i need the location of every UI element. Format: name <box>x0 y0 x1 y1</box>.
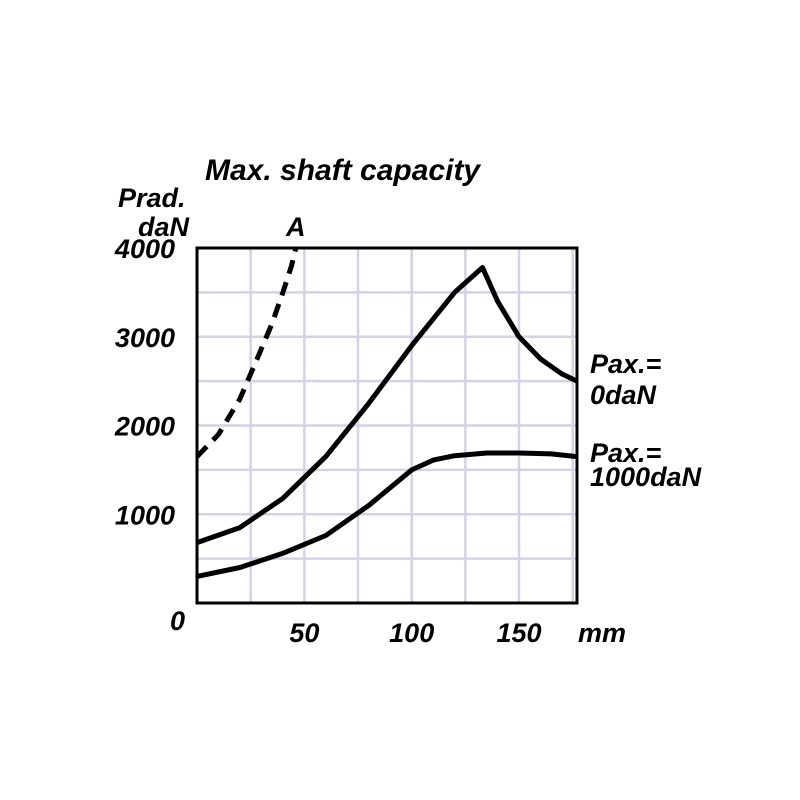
y-axis-label-line2: daN <box>138 212 190 242</box>
series-label-a: A <box>285 212 306 242</box>
series-label-line2: 1000daN <box>590 462 702 492</box>
chart-title: Max. shaft capacity <box>205 154 481 187</box>
x-tick-label: 150 <box>497 618 542 648</box>
series-label-line1: Pax.= <box>590 349 662 379</box>
y-tick-label: 3000 <box>115 323 175 353</box>
origin-label: 0 <box>170 606 185 636</box>
tick-labels: 50 100 150 1000 2000 3000 4000 <box>114 234 542 648</box>
y-tick-label: 4000 <box>114 234 175 264</box>
series-lines <box>195 247 579 579</box>
series-line-1 <box>196 265 579 545</box>
series-line-0 <box>195 247 299 459</box>
series-label-line2: 0daN <box>590 380 657 410</box>
x-tick-label: 50 <box>289 618 319 648</box>
x-tick-label: 100 <box>389 618 434 648</box>
y-axis-label-line1: Prad. <box>118 183 186 213</box>
grid-lines <box>197 248 577 603</box>
y-tick-label: 1000 <box>115 500 175 530</box>
x-axis-unit-label: mm <box>578 618 626 648</box>
series-label-line1: Pax.= <box>590 438 662 468</box>
y-tick-label: 2000 <box>114 412 175 442</box>
series-line-2 <box>196 450 578 579</box>
plot-frame <box>195 246 579 605</box>
